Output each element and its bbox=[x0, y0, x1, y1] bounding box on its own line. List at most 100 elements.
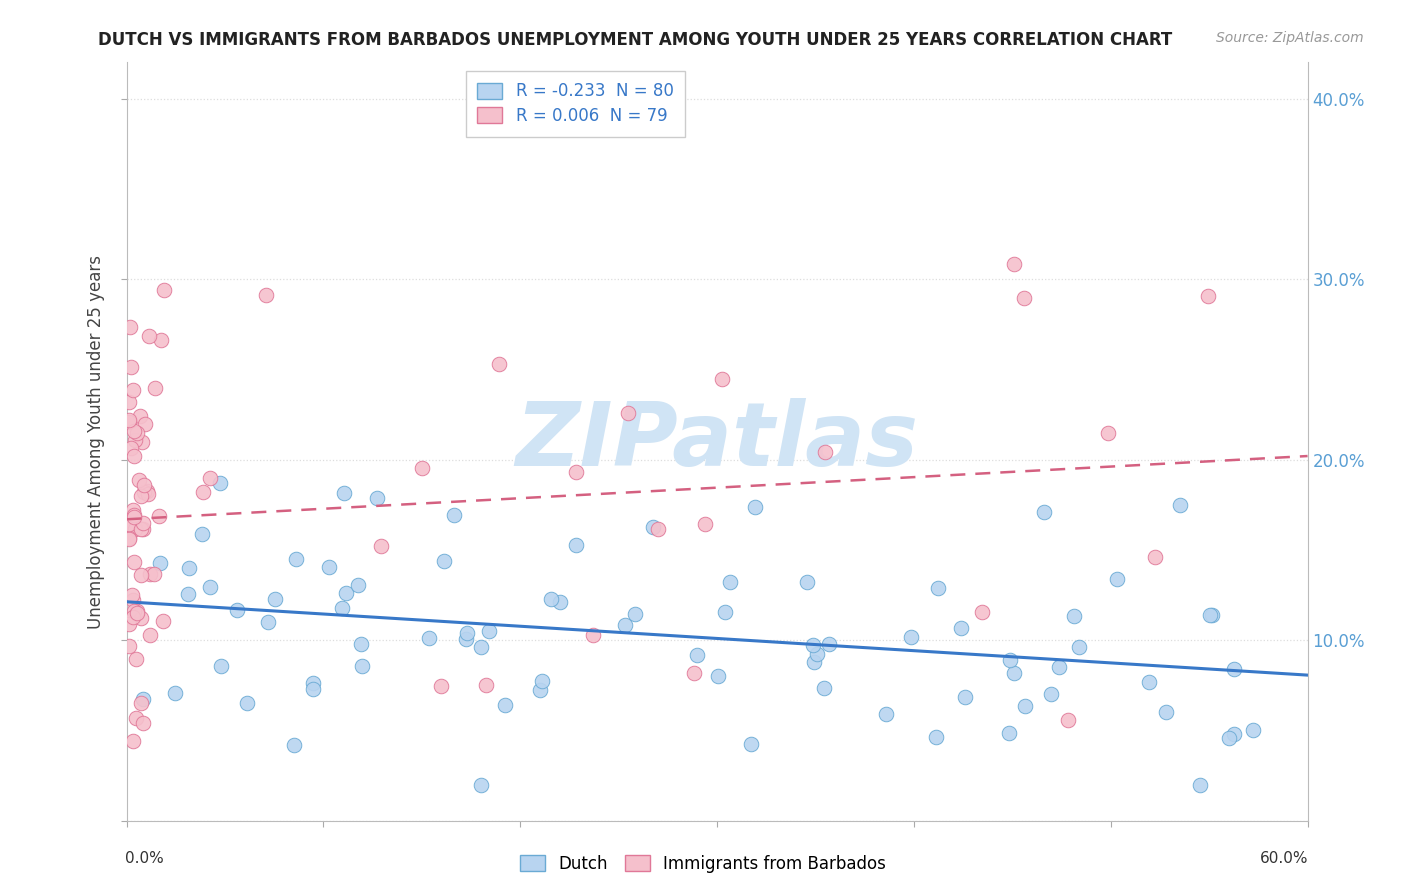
Legend: Dutch, Immigrants from Barbados: Dutch, Immigrants from Barbados bbox=[513, 848, 893, 880]
Point bbox=[1057, 713, 1080, 727]
Point bbox=[152, 615, 174, 629]
Point bbox=[120, 320, 142, 334]
Point bbox=[121, 588, 143, 602]
Point bbox=[131, 435, 153, 450]
Point bbox=[470, 778, 492, 792]
Point bbox=[1033, 505, 1056, 519]
Point bbox=[529, 682, 551, 697]
Point bbox=[1197, 288, 1219, 302]
Point bbox=[318, 560, 340, 574]
Point bbox=[118, 532, 141, 546]
Point bbox=[623, 607, 645, 621]
Point bbox=[132, 477, 155, 491]
Point bbox=[302, 676, 325, 690]
Point bbox=[330, 601, 353, 615]
Point bbox=[333, 486, 356, 500]
Point bbox=[1067, 640, 1090, 655]
Point bbox=[488, 357, 510, 371]
Point bbox=[1002, 665, 1025, 680]
Point bbox=[475, 678, 498, 692]
Point bbox=[1143, 549, 1166, 564]
Point bbox=[120, 441, 142, 455]
Point bbox=[198, 580, 221, 594]
Point bbox=[128, 473, 150, 487]
Point bbox=[122, 508, 145, 523]
Point bbox=[814, 445, 837, 459]
Point bbox=[1241, 723, 1264, 738]
Point bbox=[411, 461, 433, 475]
Point bbox=[124, 711, 146, 725]
Point bbox=[614, 618, 637, 632]
Point bbox=[617, 406, 640, 420]
Point bbox=[139, 628, 162, 642]
Point bbox=[350, 637, 373, 651]
Point bbox=[740, 738, 762, 752]
Point bbox=[117, 532, 139, 546]
Point bbox=[1097, 426, 1119, 441]
Point bbox=[143, 381, 166, 395]
Point bbox=[998, 726, 1021, 740]
Point bbox=[131, 522, 153, 536]
Point bbox=[550, 595, 572, 609]
Point bbox=[443, 508, 465, 522]
Point bbox=[125, 605, 148, 619]
Point bbox=[1014, 698, 1036, 713]
Point bbox=[122, 610, 145, 624]
Point bbox=[641, 520, 664, 534]
Point bbox=[127, 606, 149, 620]
Point bbox=[165, 685, 187, 699]
Point bbox=[150, 333, 173, 347]
Point bbox=[418, 632, 440, 646]
Point bbox=[1223, 727, 1246, 741]
Point bbox=[531, 673, 554, 688]
Point bbox=[456, 626, 478, 640]
Point bbox=[256, 615, 278, 629]
Point bbox=[718, 574, 741, 589]
Point bbox=[254, 287, 277, 301]
Point bbox=[647, 522, 669, 536]
Point bbox=[129, 567, 152, 582]
Point bbox=[118, 415, 141, 429]
Point bbox=[177, 561, 200, 575]
Point bbox=[135, 483, 157, 498]
Point bbox=[153, 284, 176, 298]
Point bbox=[352, 659, 374, 673]
Text: 0.0%: 0.0% bbox=[125, 851, 165, 866]
Point bbox=[813, 681, 835, 696]
Point bbox=[191, 527, 214, 541]
Point bbox=[900, 630, 922, 644]
Point bbox=[707, 669, 730, 683]
Point bbox=[470, 640, 492, 654]
Text: Source: ZipAtlas.com: Source: ZipAtlas.com bbox=[1216, 31, 1364, 45]
Point bbox=[129, 409, 152, 423]
Point bbox=[582, 628, 605, 642]
Point bbox=[131, 692, 153, 706]
Point bbox=[122, 733, 145, 747]
Point bbox=[1154, 705, 1177, 719]
Point bbox=[714, 605, 737, 619]
Point bbox=[191, 484, 214, 499]
Point bbox=[950, 621, 973, 635]
Point bbox=[117, 516, 139, 531]
Text: DUTCH VS IMMIGRANTS FROM BARBADOS UNEMPLOYMENT AMONG YOUTH UNDER 25 YEARS CORREL: DUTCH VS IMMIGRANTS FROM BARBADOS UNEMPL… bbox=[98, 31, 1173, 49]
Point bbox=[176, 587, 198, 601]
Point bbox=[134, 417, 156, 431]
Point bbox=[972, 605, 994, 619]
Point bbox=[131, 516, 153, 530]
Point bbox=[335, 586, 357, 600]
Point bbox=[122, 555, 145, 569]
Point bbox=[711, 372, 734, 386]
Point bbox=[454, 632, 477, 646]
Point bbox=[1223, 662, 1246, 676]
Point bbox=[149, 556, 172, 570]
Point bbox=[347, 578, 370, 592]
Point bbox=[925, 730, 948, 744]
Point bbox=[806, 648, 828, 662]
Point bbox=[129, 611, 152, 625]
Point bbox=[927, 581, 949, 595]
Point bbox=[132, 522, 155, 536]
Point bbox=[122, 592, 145, 607]
Point bbox=[143, 567, 166, 582]
Point bbox=[117, 413, 139, 427]
Point bbox=[132, 484, 155, 499]
